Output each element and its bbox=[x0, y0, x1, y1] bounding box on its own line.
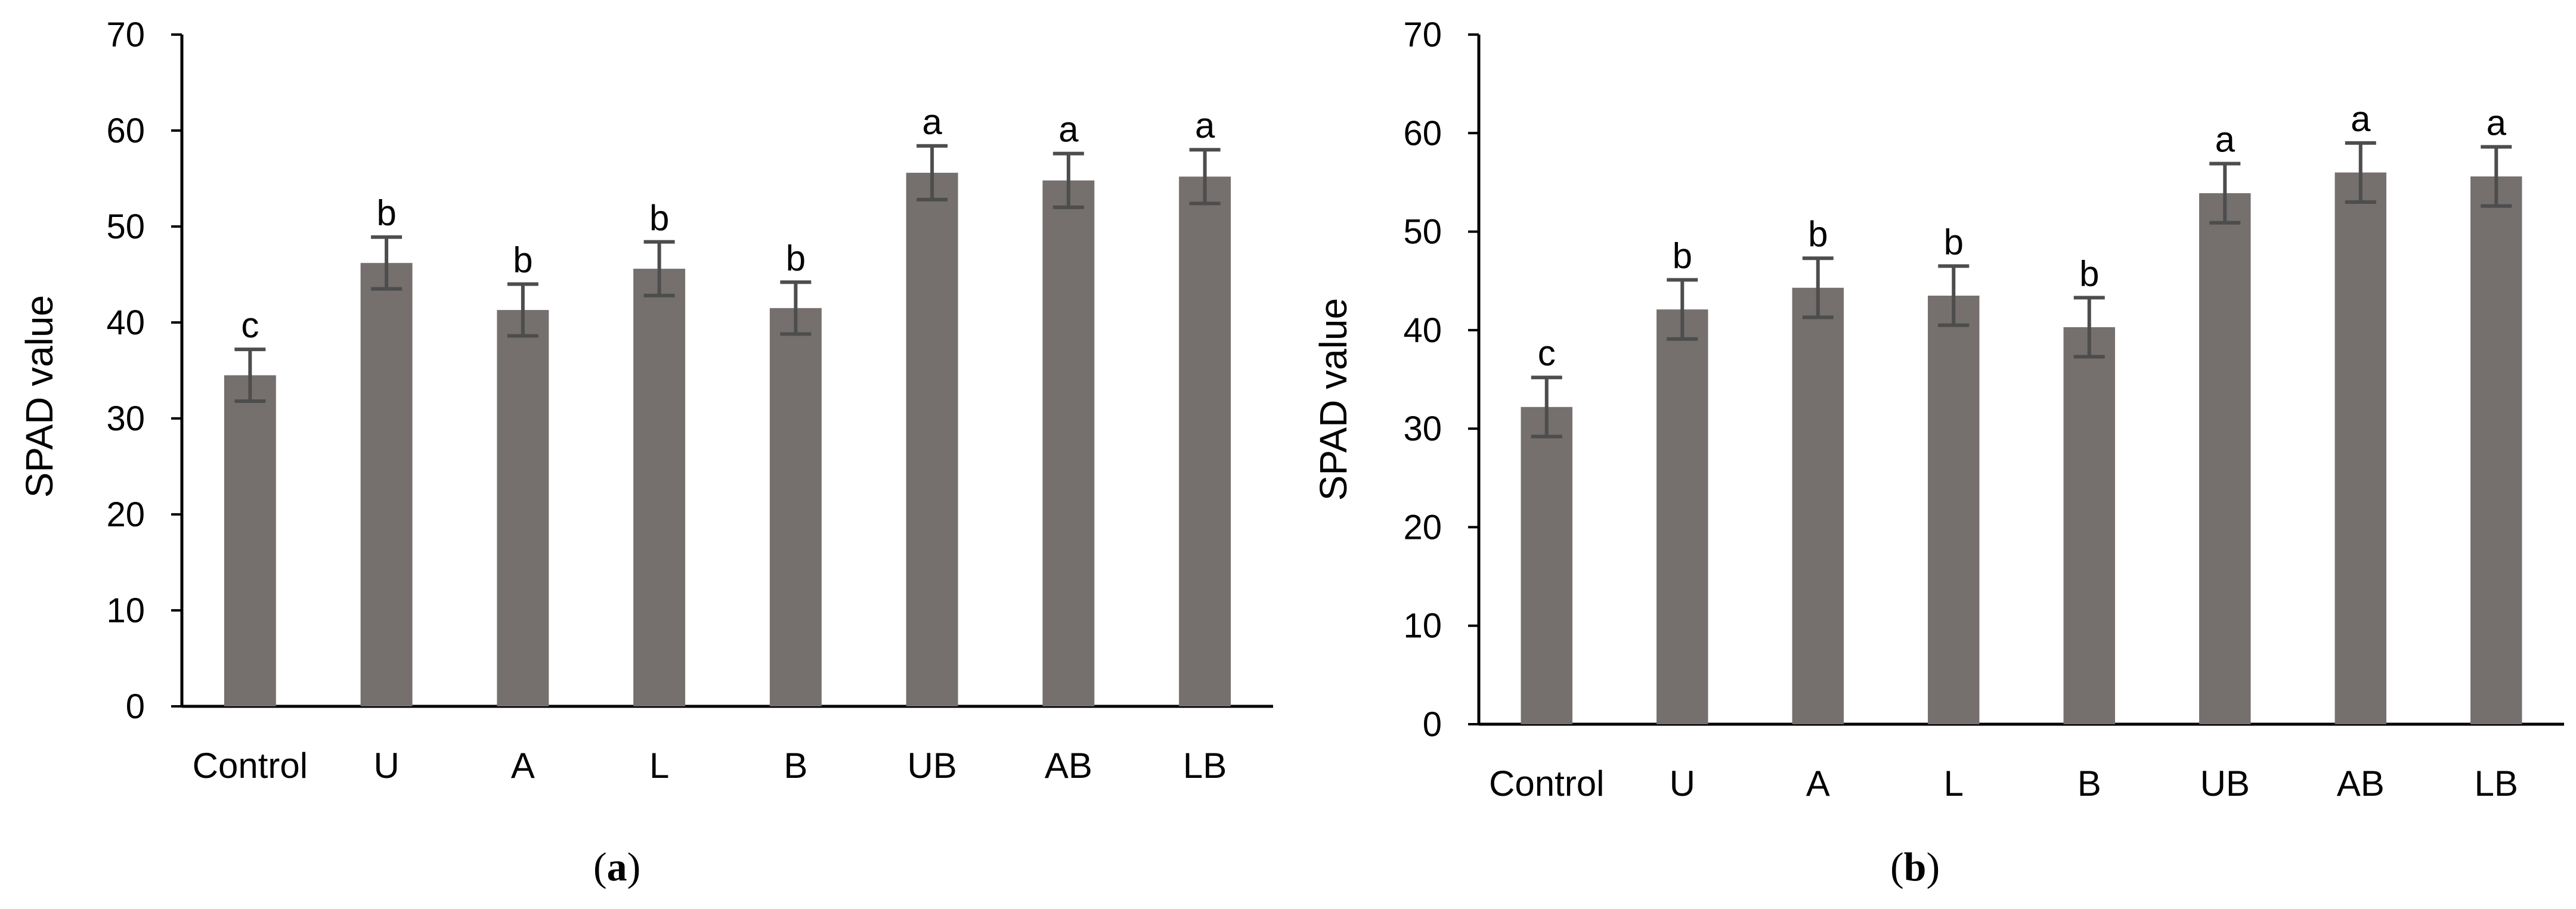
y-tick-label: 30 bbox=[1403, 409, 1442, 448]
y-tick-label: 30 bbox=[106, 399, 145, 438]
y-tick-label: 20 bbox=[106, 495, 145, 534]
bar bbox=[1792, 287, 1844, 724]
x-tick-label: U bbox=[1670, 764, 1695, 803]
significance-letter: a bbox=[1058, 110, 1079, 150]
y-tick-label: 70 bbox=[1403, 15, 1442, 54]
bar bbox=[906, 172, 958, 707]
x-tick-label: A bbox=[1806, 764, 1830, 803]
significance-letter: c bbox=[241, 305, 259, 345]
y-tick-label: 70 bbox=[106, 15, 145, 54]
x-tick-label: LB bbox=[2475, 764, 2518, 803]
y-tick-label: 50 bbox=[106, 207, 145, 246]
panel-label-a: (a) bbox=[593, 844, 641, 889]
significance-letter: a bbox=[2215, 120, 2236, 160]
bar bbox=[2199, 193, 2251, 724]
x-tick-label: B bbox=[2077, 764, 2101, 803]
bar bbox=[224, 375, 276, 706]
panel-label-b: (b) bbox=[1890, 844, 1940, 889]
x-tick-label: U bbox=[373, 746, 399, 786]
y-tick-label: 10 bbox=[106, 591, 145, 630]
y-tick-label: 60 bbox=[106, 111, 145, 150]
bar bbox=[1179, 176, 1231, 706]
significance-letter: b bbox=[2079, 253, 2099, 293]
significance-letter: c bbox=[1538, 333, 1556, 373]
significance-letter: b bbox=[1944, 222, 1964, 262]
bar bbox=[497, 310, 549, 706]
bar bbox=[1928, 296, 1980, 724]
x-tick-label: L bbox=[1944, 764, 1964, 803]
y-tick-label: 60 bbox=[1403, 114, 1442, 153]
x-tick-label: UB bbox=[907, 746, 956, 786]
bar bbox=[360, 263, 413, 706]
significance-letter: b bbox=[513, 240, 532, 280]
y-tick-label: 40 bbox=[1403, 311, 1442, 350]
x-tick-label: AB bbox=[2337, 764, 2385, 803]
significance-letter: b bbox=[649, 198, 669, 238]
x-tick-label: Control bbox=[193, 746, 308, 786]
x-tick-label: L bbox=[649, 746, 669, 786]
significance-letter: b bbox=[1808, 214, 1828, 254]
x-tick-label: LB bbox=[1183, 746, 1227, 786]
x-tick-label: Control bbox=[1489, 764, 1604, 803]
panel-label-b-letter: b bbox=[1903, 844, 1927, 889]
x-tick-label: A bbox=[511, 746, 535, 786]
x-tick-label: UB bbox=[2200, 764, 2250, 803]
y-tick-label: 0 bbox=[1423, 705, 1442, 744]
bar bbox=[1042, 180, 1095, 707]
chart-panel-b: 0 10 20 30 40 50 60 70 SPAD value c Control b Ub Ab Lb… bbox=[1312, 15, 2564, 803]
bar bbox=[769, 308, 822, 706]
significance-letter: a bbox=[2351, 99, 2371, 139]
y-tick-label: 50 bbox=[1403, 213, 1442, 252]
significance-letter: a bbox=[922, 102, 942, 142]
x-tick-label: B bbox=[784, 746, 807, 786]
panel-label-a-letter: a bbox=[606, 844, 627, 889]
significance-letter: b bbox=[376, 193, 396, 233]
y-tick-label: 10 bbox=[1403, 607, 1442, 646]
bar bbox=[633, 268, 686, 707]
y-axis-title: SPAD value bbox=[1312, 298, 1355, 501]
y-tick-label: 0 bbox=[126, 687, 145, 726]
chart-panel-a: 0 10 20 30 40 50 60 70 SPAD value c Control b Ub Ab Lb… bbox=[18, 15, 1273, 786]
y-tick-label: 20 bbox=[1403, 508, 1442, 547]
significance-letter: b bbox=[1673, 236, 1692, 276]
bar bbox=[1657, 309, 1708, 724]
significance-letter: a bbox=[2487, 103, 2507, 142]
bar bbox=[2470, 176, 2522, 724]
y-tick-label: 40 bbox=[106, 303, 145, 342]
significance-letter: a bbox=[1195, 106, 1215, 145]
y-axis-title: SPAD value bbox=[18, 295, 61, 498]
bar bbox=[2063, 327, 2115, 724]
x-tick-label: AB bbox=[1045, 746, 1092, 786]
bar bbox=[2334, 172, 2386, 724]
significance-letter: b bbox=[786, 238, 806, 278]
bar bbox=[1521, 407, 1572, 724]
